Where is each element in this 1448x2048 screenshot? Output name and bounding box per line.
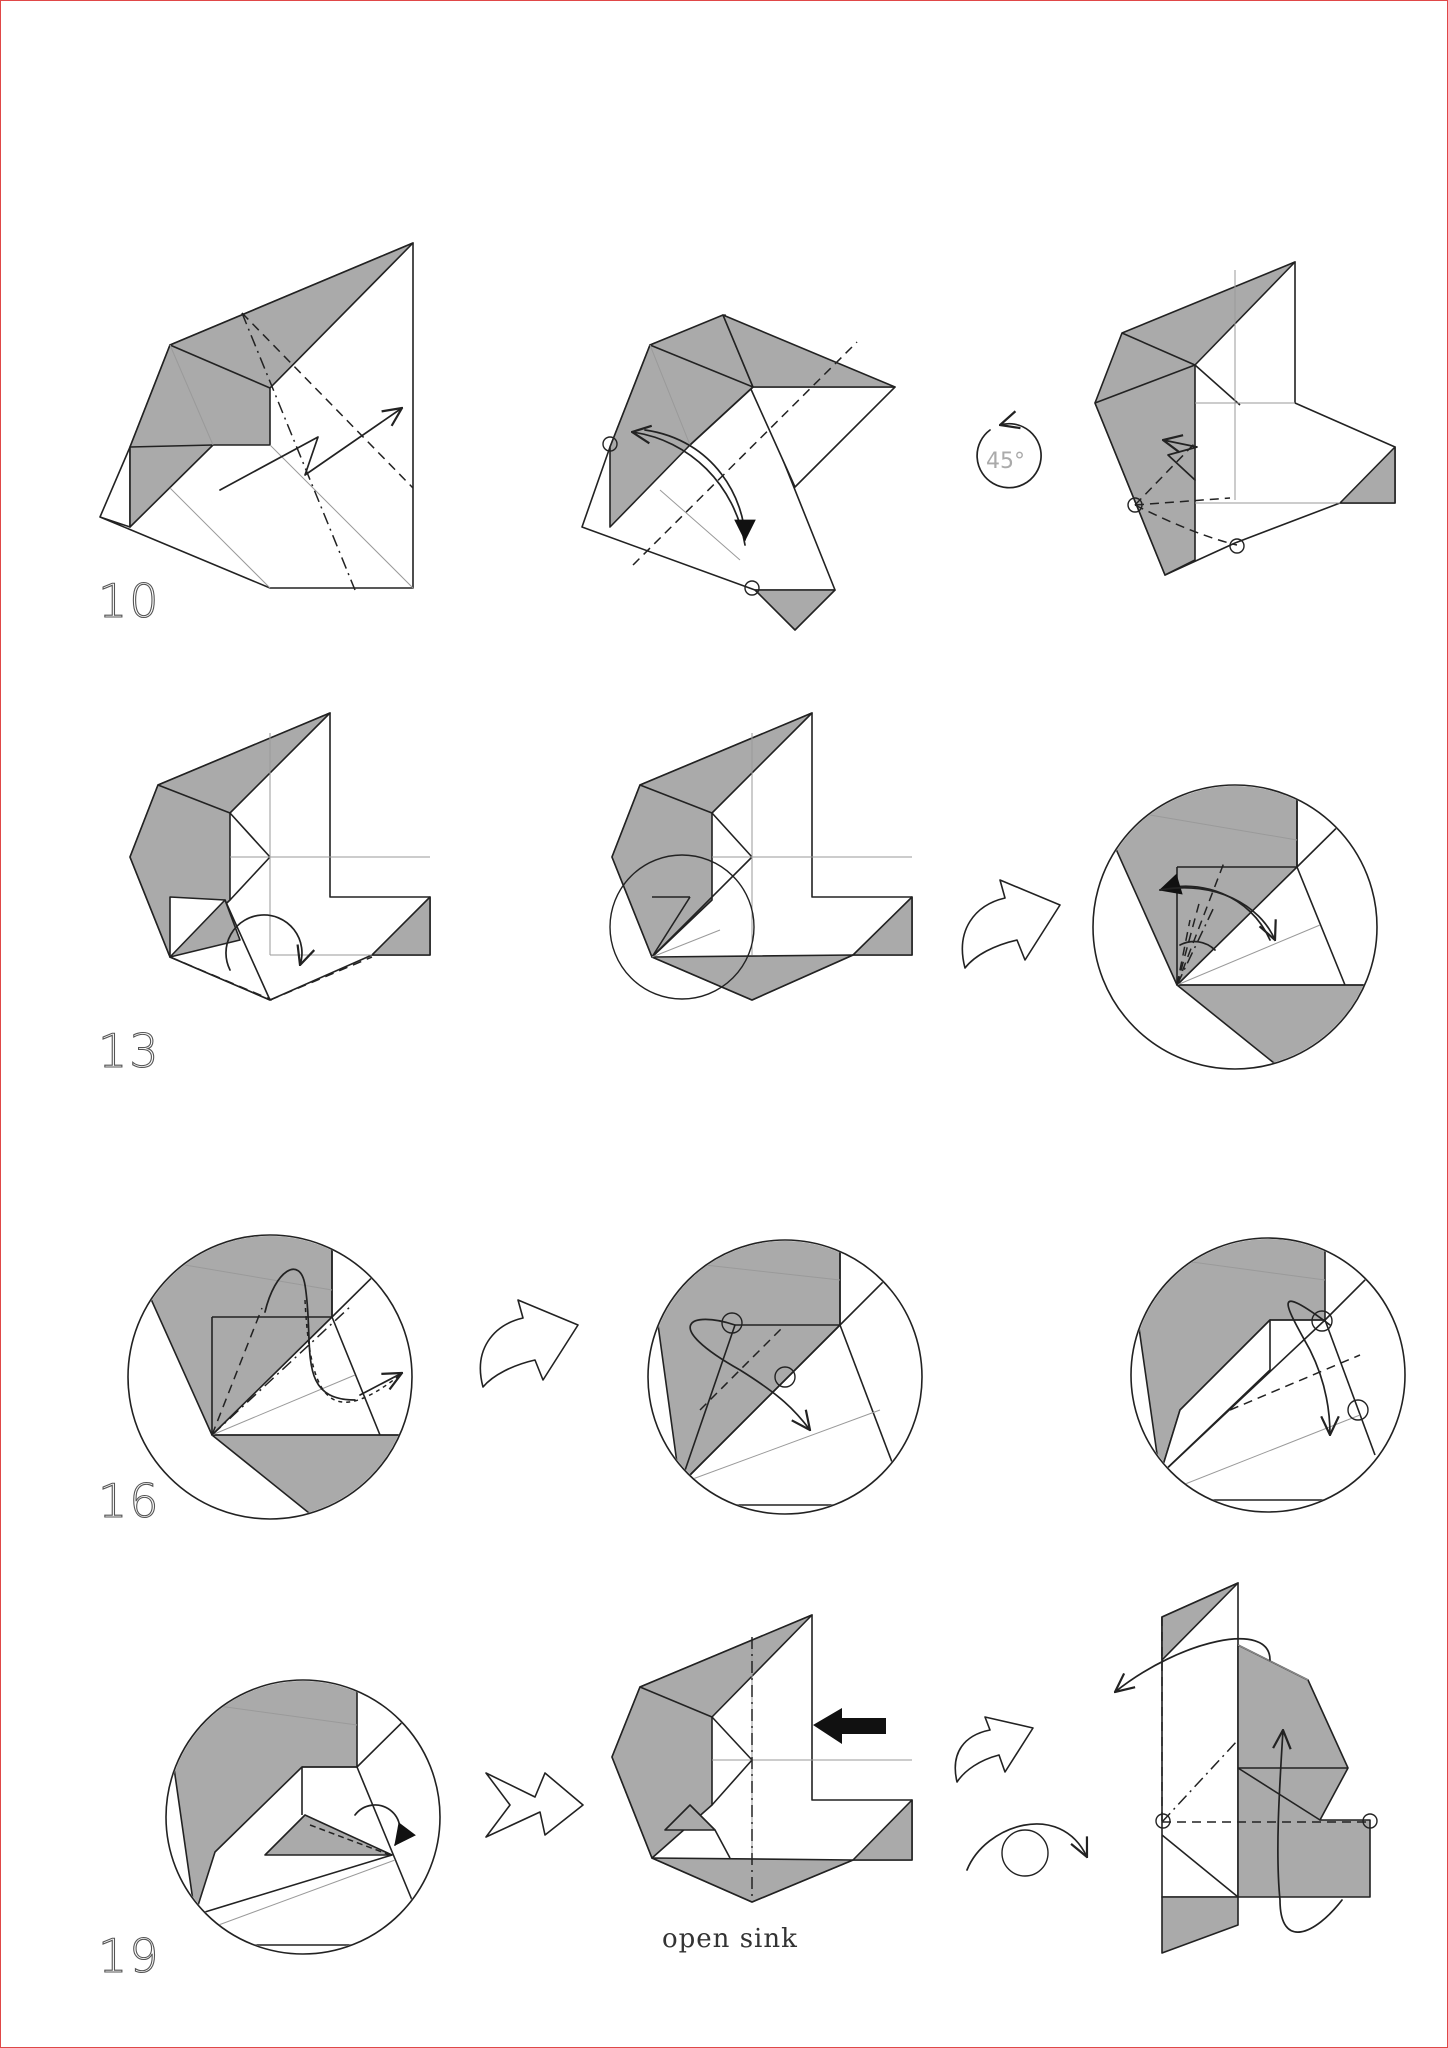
step-number-16: 16 [98, 1474, 161, 1528]
step18-reference-point-1 [1311, 1310, 1333, 1332]
rotation-label: 45° [986, 449, 1025, 474]
step-number-10: 10 [98, 574, 161, 628]
next-step-arrow-2 [479, 1299, 579, 1388]
next-step-arrow-3 [954, 1716, 1034, 1783]
step12-reference-point-1 [1127, 497, 1143, 513]
step17-reference-point-1 [721, 1312, 743, 1334]
step13-inner-shade [169, 899, 241, 958]
step12-corner-flap [1339, 446, 1396, 504]
step21-reference-point-1 [1155, 1813, 1171, 1829]
step10-valley-fold [241, 312, 414, 489]
step-11-diagram [581, 314, 896, 631]
step20-sunk-flap [664, 1804, 716, 1831]
rotate-icon: 45° [976, 424, 1042, 489]
step11-bottom-tip [754, 589, 836, 631]
step-14-diagram [609, 712, 913, 1001]
step13-corner-flap [371, 896, 431, 956]
step17-reference-point-2 [774, 1366, 796, 1388]
step-20-diagram: open sink [611, 1614, 913, 1954]
step-19-diagram: 19 [97, 1679, 441, 1984]
step-17-diagram [647, 1239, 923, 1515]
open-sink-arrow [485, 1772, 584, 1838]
step19-small-flap [264, 1814, 393, 1856]
step11-valley-fold [632, 341, 858, 566]
step10-mountain-fold [241, 312, 356, 591]
step14-bottom-flap [651, 954, 854, 1001]
open-sink-caption: open sink [662, 1924, 798, 1954]
step18-fold-arrow [1287, 1300, 1330, 1435]
step18-reference-point-2 [1347, 1399, 1369, 1421]
step-21-diagram [1115, 1582, 1378, 1954]
step11-reference-point-2 [744, 580, 760, 596]
step11-top-flap [722, 314, 896, 388]
step21-fold-arrow-2 [1278, 1730, 1343, 1933]
step-10-diagram: 10 [97, 242, 414, 629]
step14-corner-flap [852, 896, 913, 956]
step-16-diagram: 16 [97, 1234, 413, 1529]
step10-fold-arrow [219, 408, 402, 491]
step21-bottom-flap [1161, 1896, 1239, 1954]
step-18-diagram [1130, 1237, 1406, 1513]
next-step-arrow-1 [961, 879, 1061, 969]
step-number-13: 13 [98, 1024, 161, 1078]
step20-push-arrow [813, 1708, 886, 1744]
step21-reference-point-2 [1362, 1813, 1378, 1829]
turn-over-icon [966, 1823, 1087, 1877]
step11-reference-point-1 [602, 436, 618, 452]
step21-right-wing [1237, 1644, 1371, 1898]
step13-flip-arrow [225, 914, 302, 971]
step-15-diagram [1092, 784, 1378, 1070]
step12-reference-point-2 [1229, 538, 1245, 554]
step21-mountain-fold [1161, 1739, 1239, 1823]
step11-fold-arrow-front [644, 429, 756, 542]
step-number-19: 19 [98, 1929, 161, 1983]
step21-fold-arrow-1 [1115, 1638, 1271, 1692]
step-13-diagram: 13 [97, 712, 431, 1079]
step-12-diagram [1094, 261, 1396, 576]
step19-rotate-arrow [354, 1804, 416, 1846]
step12-fold-arrow [1163, 440, 1198, 481]
step14-zoom-circle [609, 854, 755, 1000]
step20-corner-flap [852, 1799, 913, 1861]
step17-fold-arrow [689, 1318, 810, 1430]
